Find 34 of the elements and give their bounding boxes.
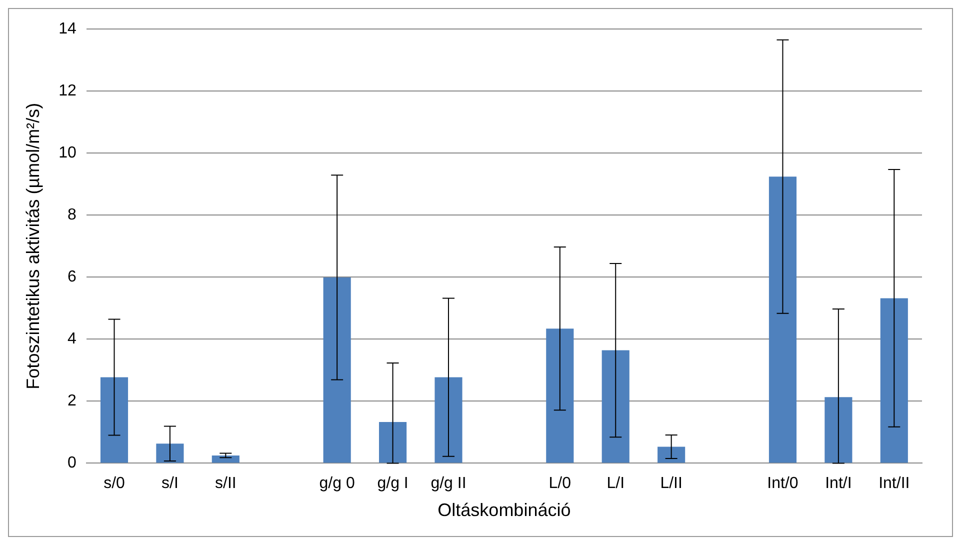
x-tick-label: L/II [660, 475, 682, 492]
bar [602, 350, 630, 463]
x-tick-label: Int/I [825, 475, 852, 492]
bar [100, 377, 128, 463]
x-tick-label: g/g 0 [319, 475, 355, 492]
y-axis-title: Fotoszintetikus aktivitás (µmol/m²/s) [22, 102, 43, 390]
y-tick-label: 0 [67, 454, 76, 472]
y-tick-label: 6 [67, 268, 76, 286]
x-tick-label: Int/II [878, 475, 910, 492]
bar [546, 328, 574, 463]
y-tick-label: 2 [67, 392, 76, 410]
y-tick-label: 12 [58, 82, 76, 100]
y-tick-label: 14 [58, 20, 76, 38]
bar [434, 377, 462, 463]
x-axis-title: Oltáskombináció [438, 500, 571, 520]
y-tick-label: 10 [58, 144, 76, 162]
bar [658, 446, 686, 463]
x-tick-label: g/g II [430, 475, 466, 492]
x-tick-label: L/I [606, 475, 625, 492]
x-tick-label: L/0 [548, 475, 572, 492]
bar [880, 298, 908, 463]
y-tick-label: 8 [67, 206, 76, 224]
x-tick-label: s/II [214, 475, 236, 492]
bar [824, 397, 852, 463]
bar [768, 176, 797, 463]
y-tick-label: 4 [67, 330, 76, 348]
bar [156, 444, 184, 463]
bar [378, 422, 407, 463]
x-tick-label: s/0 [104, 475, 126, 492]
bar [323, 277, 351, 463]
x-tick-label: g/g I [377, 475, 408, 492]
x-tick-label: s/I [162, 475, 178, 492]
bar [212, 455, 240, 463]
x-tick-label: Int/0 [767, 475, 798, 492]
